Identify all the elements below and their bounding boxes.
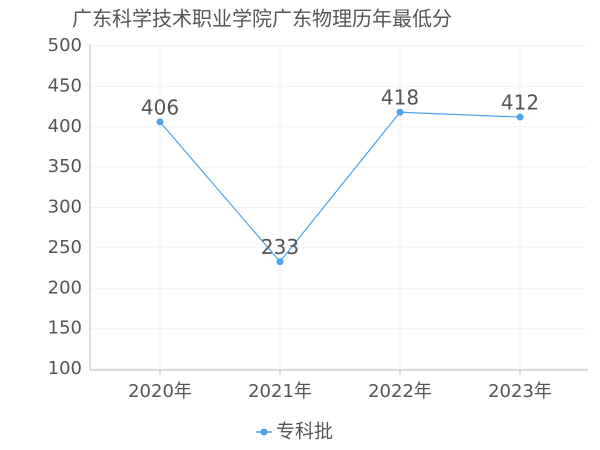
y-tick-label: 250 <box>48 237 82 258</box>
data-label: 233 <box>261 235 299 259</box>
legend-label: 专科批 <box>276 421 333 443</box>
point <box>156 118 164 126</box>
data-label: 412 <box>501 91 539 115</box>
data-label: 418 <box>381 86 419 110</box>
legend-marker <box>260 428 268 436</box>
y-tick-label: 200 <box>48 277 82 298</box>
data-label: 406 <box>141 95 179 119</box>
x-tick-label: 2022年 <box>368 381 432 402</box>
y-tick-label: 300 <box>48 197 82 218</box>
chart-title: 广东科学技术职业学院广东物理历年最低分 <box>72 7 452 31</box>
y-tick-label: 350 <box>48 156 82 177</box>
y-tick-label: 450 <box>48 75 82 96</box>
line <box>159 111 521 263</box>
y-tick-label: 500 <box>48 35 82 56</box>
x-tick-label: 2020年 <box>128 381 192 402</box>
x-tick-label: 2021年 <box>248 381 312 402</box>
point <box>276 258 284 266</box>
x-tick-label: 2023年 <box>488 381 552 402</box>
y-tick-label: 400 <box>48 116 82 137</box>
point <box>516 113 524 121</box>
point <box>396 108 404 116</box>
y-tick-label: 150 <box>48 318 82 339</box>
y-tick-label: 100 <box>48 358 82 379</box>
